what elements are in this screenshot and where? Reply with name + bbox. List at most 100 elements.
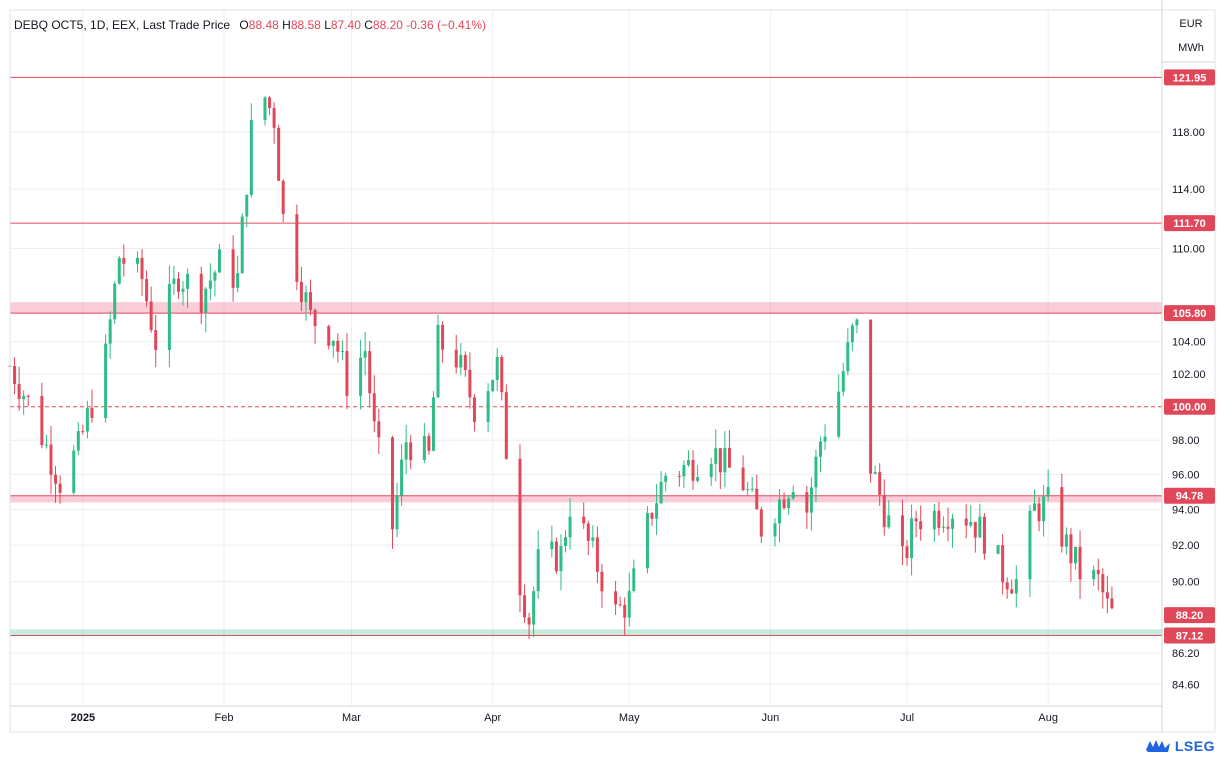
candle-body (632, 568, 636, 591)
candle-body (805, 492, 809, 513)
candle-body (623, 604, 627, 618)
candle-body (404, 442, 408, 460)
level-badge-label: 121.95 (1173, 72, 1207, 84)
candle-body (1101, 574, 1105, 593)
candle-body (441, 324, 445, 350)
brand-name: LSEG (1174, 738, 1215, 754)
candle-body (377, 421, 381, 438)
candle-body (518, 458, 522, 596)
axes: 84.60 86.20 90.00 92.00 94.00 96.00 98.00 102.0… (9, 0, 1216, 733)
candle-body (855, 319, 859, 326)
x-tick-label: 2025 (71, 712, 95, 724)
candle-body (199, 273, 203, 313)
candle-body (85, 407, 89, 432)
y-tick-label: 84.60 (1172, 679, 1200, 691)
candle-body (791, 492, 795, 499)
candle-body (76, 431, 80, 451)
candle-body (586, 523, 590, 541)
level-badge (1164, 305, 1215, 322)
candle-body (345, 350, 349, 396)
candle-body (946, 526, 950, 529)
candle-body (914, 518, 918, 522)
open-label: O (239, 18, 249, 32)
candle-body (17, 384, 21, 400)
candle-body (491, 380, 495, 392)
candle-body (140, 257, 144, 280)
candle-body (372, 393, 376, 422)
candle-body (1110, 598, 1114, 609)
candle-body (213, 272, 217, 281)
level-zone (10, 302, 1162, 314)
candle-body (1005, 582, 1009, 590)
candle-body (459, 354, 463, 368)
candle-body (363, 351, 367, 358)
candle-body (145, 279, 149, 302)
y-tick-label: 110.00 (1172, 244, 1205, 256)
candle-body (122, 257, 126, 264)
candle-body (472, 397, 476, 422)
candle-body (40, 395, 44, 446)
x-tick-label: Apr (484, 712, 501, 724)
level-badge (1164, 627, 1215, 644)
candle-body (427, 436, 431, 451)
candle-body (951, 518, 955, 529)
candle-body (1105, 592, 1109, 599)
candle-body (1010, 589, 1014, 594)
low-label: L (324, 18, 331, 32)
candle-body (905, 546, 909, 559)
candle-body (523, 595, 527, 618)
candle-body (527, 617, 531, 625)
candle-body (1042, 496, 1046, 522)
candles (8, 96, 1114, 640)
x-tick-label: Mar (342, 712, 361, 724)
candle-body (281, 180, 285, 215)
y-tick-label: 118.00 (1172, 127, 1205, 139)
candle-body (677, 475, 681, 477)
level-badge (1164, 215, 1215, 232)
candle-body (714, 448, 718, 464)
candle-body (659, 481, 663, 504)
candle-body (176, 278, 180, 292)
x-tick-label: May (619, 712, 640, 724)
candle-body (240, 216, 244, 274)
candle-body (72, 450, 76, 493)
candle-body (1073, 546, 1077, 564)
candle-body (249, 119, 253, 195)
candle-body (395, 495, 399, 530)
candle-body (814, 456, 818, 488)
y-tick-label: 104.00 (1172, 337, 1206, 349)
candle-body (741, 467, 745, 491)
candle-body (873, 472, 877, 474)
candle-body (13, 366, 17, 385)
candle-body (500, 356, 504, 393)
candle-body (117, 257, 121, 284)
level-zone (10, 629, 1162, 636)
level-zone (10, 495, 1162, 503)
candle-body (614, 591, 618, 605)
candle-body (882, 494, 886, 528)
candle-body (44, 444, 48, 446)
y-tick-label: 94.00 (1172, 504, 1200, 516)
candle-body (937, 510, 941, 528)
candle-body (90, 407, 94, 418)
candle-body (436, 324, 440, 398)
level-badge (1164, 69, 1215, 86)
candle-body (1096, 569, 1100, 575)
candle-body (773, 523, 777, 537)
candle-body (1037, 503, 1041, 522)
candle-body (1092, 569, 1096, 580)
candle-body (600, 571, 604, 592)
candle-body (755, 488, 759, 510)
symbol-label: DEBQ OCT5, 1D, EEX, Last Trade Price (14, 18, 231, 32)
level-zones (10, 302, 1162, 636)
candle-body (818, 441, 822, 457)
y-tick-label: 114.00 (1172, 184, 1205, 196)
candle-body (22, 395, 26, 400)
candle-body (650, 513, 654, 519)
level-badge (1164, 487, 1215, 504)
change-value: -0.36 (−0.41%) (406, 18, 487, 32)
candle-body (1060, 487, 1064, 547)
candle-body (564, 537, 568, 546)
candle-body (919, 521, 923, 530)
